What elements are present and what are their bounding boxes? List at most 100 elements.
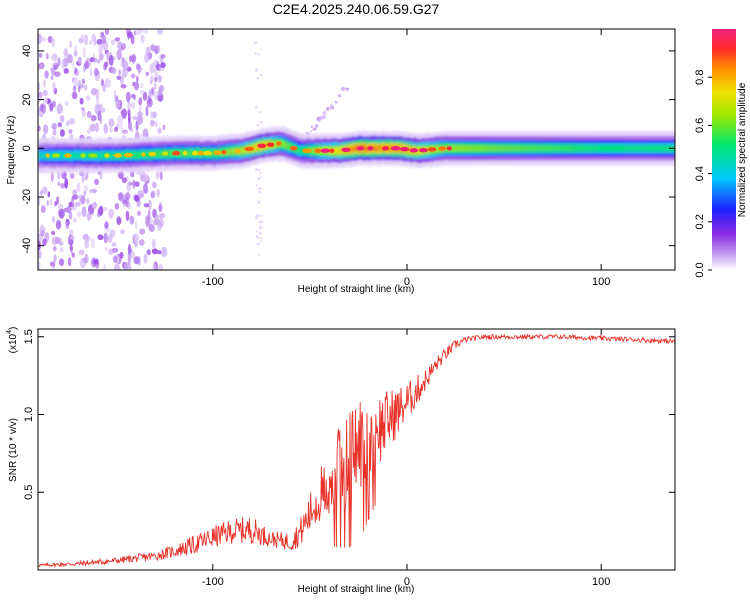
noise-blob (150, 75, 154, 83)
noise-blob (103, 263, 106, 270)
ridge-segment (528, 145, 531, 152)
ridge-segment (363, 144, 365, 151)
ridge-segment (509, 145, 512, 152)
ridge-segment (487, 145, 490, 152)
ridge-segment (591, 145, 594, 152)
noise-blob (78, 85, 81, 93)
ridge-segment (139, 152, 142, 159)
ridge-segment (43, 152, 46, 158)
ridge-segment (504, 145, 506, 152)
noise-blob (52, 245, 57, 252)
ridge-segment (455, 145, 457, 152)
noise-blob (136, 200, 141, 208)
ridge-segment (548, 145, 551, 152)
ridge-segment (335, 147, 337, 154)
ridge-peak (141, 152, 146, 157)
noise-blob (154, 120, 158, 128)
noise-blob (57, 181, 61, 186)
ridge-segment (551, 145, 554, 152)
ridge-segment (586, 145, 589, 152)
noise-blob (135, 63, 140, 71)
noise-blob (71, 60, 75, 70)
ridge-segment (427, 147, 429, 154)
noise-blob (130, 251, 136, 259)
noise-blob (137, 190, 144, 198)
ridge-segment (350, 146, 353, 152)
ridge-segment (505, 145, 508, 152)
noise-blob (59, 115, 65, 123)
ridge-segment (620, 145, 623, 152)
noise-blob (97, 104, 102, 110)
ridge-segment (497, 145, 499, 152)
noise-blob (138, 29, 143, 34)
noise-blob (101, 206, 108, 212)
colorbar-gradient (712, 29, 736, 270)
ridge-segment (574, 145, 576, 152)
ridge-segment (110, 152, 112, 158)
ridge-segment (471, 145, 474, 152)
noise-blob (94, 178, 99, 186)
ridge-segment (102, 152, 104, 159)
noise-blob (104, 78, 111, 88)
chart-title: C2E4.2025.240.06.59.G27 (273, 1, 440, 17)
noise-blob (120, 84, 127, 89)
ridge-segment (180, 150, 182, 157)
noise-blob (129, 215, 135, 225)
ridge-segment (280, 140, 283, 147)
noise-blob (260, 176, 262, 179)
noise-blob (67, 53, 73, 64)
ridge-segment (155, 151, 158, 157)
ridge-segment (636, 145, 639, 152)
noise-blob (146, 249, 151, 256)
ridge-segment (613, 145, 616, 152)
ridge-segment (225, 149, 228, 156)
ridge-segment (530, 145, 533, 152)
noise-blob (314, 124, 319, 128)
noise-blob (50, 75, 54, 80)
ridge-peak (123, 152, 133, 158)
noise-blob (150, 62, 157, 73)
ridge-peak (113, 153, 123, 158)
ridge-segment (483, 145, 485, 152)
noise-blob (130, 93, 136, 99)
ridge-segment (436, 145, 439, 152)
ridge-segment (465, 145, 468, 152)
noise-blob (40, 205, 46, 214)
ridge-peak (172, 151, 181, 156)
noise-blob (162, 124, 166, 131)
ridge-segment (485, 145, 488, 152)
ridge-segment (634, 145, 637, 152)
ridge-segment (285, 142, 287, 149)
noise-blob (97, 110, 102, 122)
ridge-segment (648, 145, 651, 152)
noise-blob (46, 52, 49, 60)
ridge-segment (463, 145, 466, 152)
ridge-segment (486, 145, 489, 152)
ridge-segment (73, 152, 75, 158)
noise-blob (313, 127, 317, 131)
ridge-segment (659, 145, 661, 152)
noise-blob (255, 235, 259, 239)
noise-blob (56, 196, 60, 205)
ridge-segment (135, 152, 138, 159)
noise-blob (137, 111, 143, 118)
ridge-segment (649, 145, 652, 152)
ridge-segment (240, 147, 243, 154)
spectrogram-xtick-label: 0 (404, 276, 410, 288)
ridge-segment (602, 145, 604, 152)
ridge-segment (76, 152, 79, 159)
noise-blob (257, 53, 261, 56)
ridge-segment (561, 145, 563, 152)
snr-xtick-label: 100 (592, 576, 610, 588)
ridge-segment (469, 145, 471, 152)
noise-blob (93, 259, 99, 265)
ridge-segment (351, 146, 354, 153)
noise-blob (160, 62, 166, 69)
noise-blob (153, 219, 158, 226)
ridge-segment (560, 145, 562, 152)
ridge-segment (255, 144, 258, 151)
noise-blob (96, 96, 100, 105)
noise-blob (259, 240, 262, 243)
ridge-segment (529, 145, 532, 152)
